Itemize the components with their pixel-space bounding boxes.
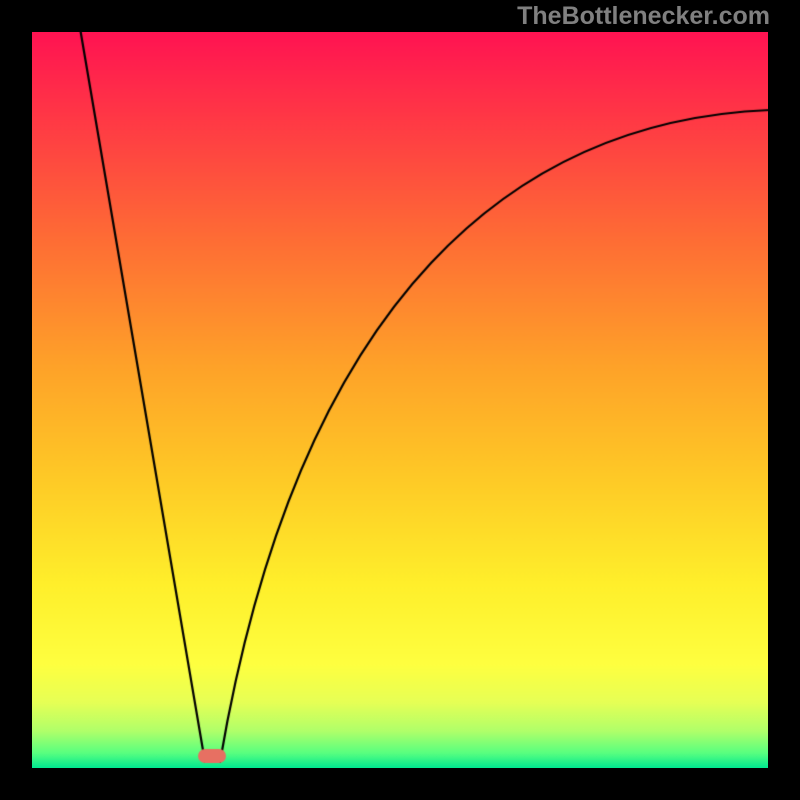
border-left <box>0 0 32 800</box>
watermark-text: TheBottlenecker.com <box>517 2 770 31</box>
border-bottom <box>0 768 800 800</box>
border-right <box>768 0 800 800</box>
chart-canvas <box>0 0 800 800</box>
chart-container: TheBottlenecker.com <box>0 0 800 800</box>
